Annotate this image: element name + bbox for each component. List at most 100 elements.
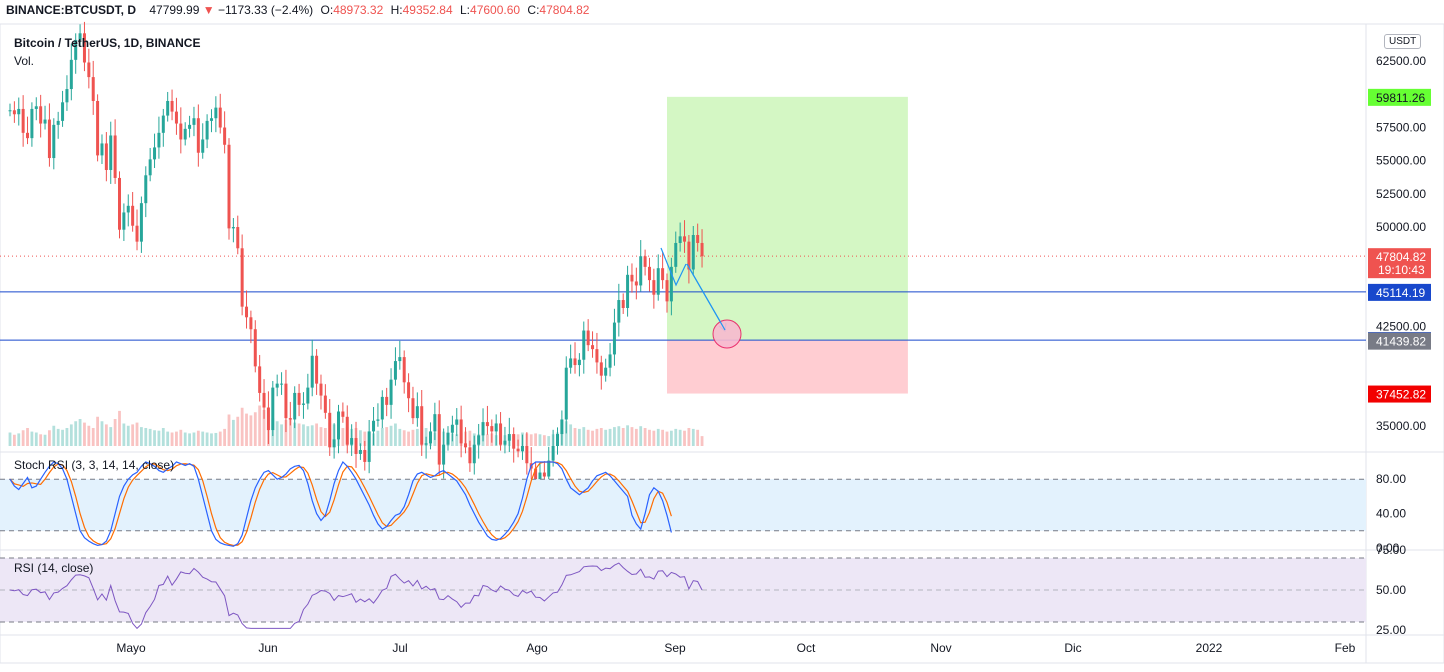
candle bbox=[393, 361, 397, 380]
price-label bbox=[1368, 248, 1431, 279]
candle bbox=[188, 124, 192, 129]
candle bbox=[442, 444, 446, 465]
candle bbox=[350, 438, 354, 445]
candle bbox=[372, 420, 376, 432]
candle bbox=[26, 132, 30, 139]
currency-unit-button[interactable]: USDT bbox=[1384, 34, 1422, 49]
volume-bar bbox=[687, 428, 691, 446]
volume-legend[interactable]: Vol. bbox=[14, 54, 35, 68]
volume-bar bbox=[161, 428, 165, 446]
volume-bar bbox=[639, 426, 643, 446]
volume-bar bbox=[648, 429, 651, 446]
volume-bar bbox=[61, 429, 64, 446]
candle bbox=[144, 175, 148, 204]
candle bbox=[126, 205, 130, 213]
volume-bar bbox=[564, 421, 568, 446]
price-tick-label: 50000.00 bbox=[1376, 220, 1426, 234]
volume-bar bbox=[122, 423, 126, 446]
volume-bar bbox=[249, 415, 253, 446]
volume-bar bbox=[78, 419, 82, 446]
candle bbox=[266, 407, 270, 431]
volume-bar bbox=[148, 428, 152, 446]
candle bbox=[534, 468, 538, 481]
volume-bar bbox=[74, 421, 78, 446]
volume-bar bbox=[39, 434, 43, 446]
candle bbox=[8, 110, 12, 112]
candle bbox=[236, 227, 240, 249]
candle bbox=[43, 119, 47, 124]
candle bbox=[109, 135, 113, 170]
volume-bar bbox=[411, 429, 415, 446]
volume-bar bbox=[223, 428, 227, 446]
rsi-legend[interactable]: RSI (14, close) bbox=[14, 561, 94, 575]
candle bbox=[131, 205, 135, 226]
candle bbox=[201, 139, 205, 153]
candle bbox=[678, 236, 682, 243]
high-value: 49352.84 bbox=[402, 3, 453, 17]
volume-bar bbox=[118, 410, 121, 446]
candle bbox=[573, 358, 577, 366]
volume-bar bbox=[582, 427, 586, 446]
candle bbox=[608, 354, 612, 368]
candle bbox=[542, 472, 546, 477]
candle bbox=[61, 102, 65, 121]
candle bbox=[481, 422, 485, 436]
volume-bar bbox=[170, 432, 174, 446]
series-legend[interactable]: Bitcoin / TetherUS, 1D, BINANCE bbox=[14, 36, 201, 50]
candle bbox=[582, 330, 586, 360]
volume-bar bbox=[69, 424, 73, 446]
candle bbox=[223, 127, 227, 145]
projection-path[interactable] bbox=[660, 247, 687, 287]
candle bbox=[450, 424, 454, 433]
stoch-d-line bbox=[9, 461, 672, 547]
volume-bar bbox=[210, 433, 213, 446]
volume-bar bbox=[218, 431, 222, 446]
volume-bar bbox=[100, 421, 104, 446]
volume-bar bbox=[604, 429, 608, 446]
chart-frame bbox=[0, 23, 1444, 664]
volume-bar bbox=[617, 426, 621, 446]
candle bbox=[52, 124, 56, 159]
volume-bar bbox=[109, 427, 113, 446]
candle bbox=[433, 414, 437, 432]
candle bbox=[551, 446, 555, 461]
candle bbox=[297, 392, 301, 405]
candle bbox=[12, 110, 16, 115]
stop-loss-zone[interactable] bbox=[667, 340, 908, 394]
time-tick-label: Jul bbox=[392, 641, 407, 655]
candle bbox=[218, 107, 222, 128]
price-tick-label: 57500.00 bbox=[1376, 121, 1426, 135]
candle bbox=[428, 431, 432, 444]
candle bbox=[485, 422, 489, 427]
volume-bar bbox=[315, 423, 318, 446]
candle bbox=[507, 434, 511, 441]
candle bbox=[367, 431, 371, 462]
volume-bar bbox=[407, 431, 410, 446]
candle bbox=[332, 439, 336, 448]
stoch-rsi-legend[interactable]: Stoch RSI (3, 3, 14, 14, close) bbox=[14, 458, 175, 472]
volume-bar bbox=[56, 428, 60, 446]
volume-bar bbox=[389, 425, 393, 446]
stoch-band bbox=[0, 479, 1366, 531]
candle bbox=[385, 396, 389, 405]
target-circle[interactable] bbox=[712, 319, 742, 349]
candle bbox=[669, 266, 673, 302]
candle bbox=[166, 100, 170, 116]
time-tick-label: Mayo bbox=[116, 641, 146, 655]
countdown-label: 19:10:43 bbox=[1378, 263, 1425, 277]
candle bbox=[411, 398, 415, 419]
candle bbox=[700, 242, 704, 257]
candle bbox=[74, 39, 78, 60]
volume-bar bbox=[21, 430, 25, 446]
candle bbox=[157, 132, 161, 148]
candle bbox=[91, 77, 95, 101]
price-label-text: 45114.19 bbox=[1376, 286, 1425, 300]
candle bbox=[358, 449, 362, 454]
candle bbox=[104, 143, 108, 170]
volume-bar bbox=[245, 413, 248, 446]
candle bbox=[183, 128, 187, 140]
candle bbox=[630, 274, 634, 282]
candle bbox=[547, 460, 551, 477]
profit-target-zone[interactable] bbox=[667, 96, 908, 341]
